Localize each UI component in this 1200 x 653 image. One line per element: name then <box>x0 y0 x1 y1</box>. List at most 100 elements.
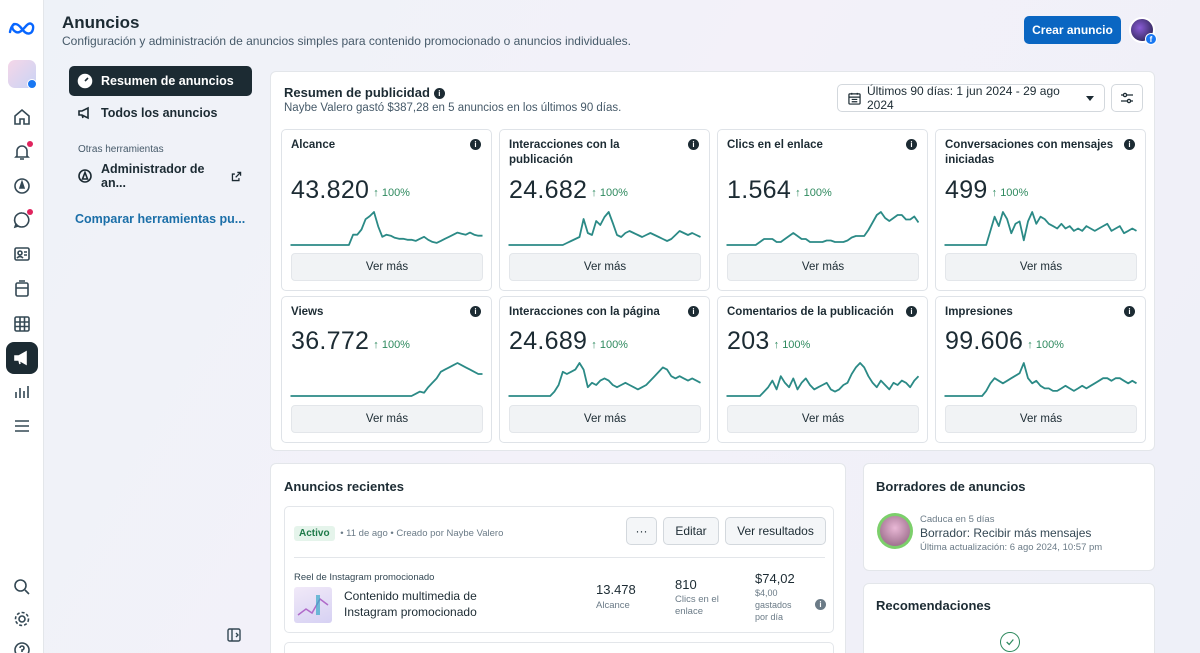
profile-avatar[interactable]: f <box>1129 17 1157 45</box>
metric-change-pct: 100% <box>599 339 628 351</box>
metric-change-pct: 100% <box>782 339 811 351</box>
metric-value: 43.820 <box>291 176 370 204</box>
megaphone-icon <box>77 105 93 121</box>
see-more-button[interactable]: Ver más <box>945 405 1137 433</box>
nav-item-ads-manager[interactable]: Administrador de an... <box>69 161 249 191</box>
sparkline-line <box>726 362 919 397</box>
info-icon[interactable]: i <box>1124 306 1135 317</box>
sparkline-line <box>290 362 483 397</box>
metric-title: Alcance <box>291 139 336 151</box>
see-more-button[interactable]: Ver más <box>945 253 1137 281</box>
dashboard-icon <box>77 73 93 89</box>
info-icon[interactable]: i <box>688 139 699 150</box>
metric-change-pct: 100% <box>381 187 410 199</box>
info-icon[interactable]: i <box>470 306 481 317</box>
metric-change: ↑ 100% <box>1027 339 1064 351</box>
ad-status-row: Activo • 11 de ago • Creado por Naybe Va… <box>294 526 503 541</box>
view-results-button[interactable]: Ver resultados <box>725 517 826 545</box>
chat-icon[interactable] <box>10 208 34 232</box>
metric-change: ↑ 100% <box>373 187 410 199</box>
info-icon[interactable]: i <box>433 88 445 99</box>
metric-change: ↑ 100% <box>373 339 410 351</box>
ad-meta: • 11 de ago • Creado por Naybe Valero <box>340 528 504 539</box>
contacts-icon[interactable] <box>10 242 34 266</box>
ad-name[interactable]: Contenido multimedia de Instagram promoc… <box>344 589 477 619</box>
see-more-button[interactable]: Ver más <box>509 405 701 433</box>
info-icon[interactable]: i <box>906 139 917 150</box>
sparkline-line <box>290 211 483 246</box>
see-more-button[interactable]: Ver más <box>291 253 483 281</box>
insights-icon[interactable] <box>10 380 34 404</box>
ads-megaphone-icon[interactable] <box>6 342 38 374</box>
compass-icon[interactable] <box>10 174 34 198</box>
sparkline-chart <box>290 211 483 246</box>
sparkline-line <box>726 211 919 246</box>
info-icon[interactable]: i <box>815 599 826 610</box>
table-icon[interactable] <box>10 312 34 336</box>
notifications-icon[interactable] <box>10 140 34 164</box>
see-more-button[interactable]: Ver más <box>727 405 919 433</box>
nav-item-label: Resumen de anuncios <box>101 74 234 88</box>
ad-drafts-card: Borradores de anuncios Caduca en 5 días … <box>863 463 1155 571</box>
metric-value: 1.564 <box>727 176 792 204</box>
date-range-picker[interactable]: Últimos 90 días: 1 jun 2024 - 29 ago 202… <box>837 84 1105 112</box>
draft-expires: Caduca en 5 días <box>920 514 995 525</box>
calendar-icon <box>848 92 861 105</box>
arrow-up-icon: ↑ <box>373 339 382 351</box>
see-more-button[interactable]: Ver más <box>727 253 919 281</box>
date-range-label: Últimos 90 días: 1 jun 2024 - 29 ago 202… <box>867 84 1060 112</box>
metric-value: 24.689 <box>509 327 588 355</box>
draft-name[interactable]: Borrador: Recibir más mensajes <box>920 526 1092 540</box>
help-icon[interactable] <box>10 638 34 653</box>
collapse-sidebar-icon[interactable] <box>226 627 242 643</box>
ad-thumbnail[interactable] <box>294 587 332 623</box>
draft-avatar <box>877 513 913 549</box>
create-ad-button[interactable]: Crear anuncio <box>1024 16 1121 44</box>
see-more-button[interactable]: Ver más <box>291 405 483 433</box>
page-title: Anuncios <box>62 13 140 32</box>
page-subtitle: Configuración y administración de anunci… <box>62 34 632 48</box>
info-icon[interactable]: i <box>906 306 917 317</box>
home-icon[interactable] <box>10 105 34 129</box>
menu-icon[interactable] <box>10 414 34 438</box>
draft-updated: Última actualización: 6 ago 2024, 10:57 … <box>920 542 1103 553</box>
metric-card: Alcance i 43.820 ↑ 100% Ver más <box>281 129 492 291</box>
account-avatar[interactable] <box>8 60 37 89</box>
caret-down-icon <box>1086 95 1094 101</box>
filter-settings-button[interactable] <box>1111 84 1143 112</box>
compare-tools-link[interactable]: Comparar herramientas pu... <box>75 212 246 226</box>
nav-item-ads-summary[interactable]: Resumen de anuncios <box>69 66 252 96</box>
metric-title: Impresiones <box>945 306 1013 318</box>
clicks-label: Clics en el enlace <box>675 594 719 617</box>
sparkline-chart <box>726 362 919 397</box>
section-label: Otras herramientas <box>78 144 164 155</box>
nav-item-all-ads[interactable]: Todos los anuncios <box>69 98 252 128</box>
pages-icon[interactable] <box>10 277 34 301</box>
metric-title: Interacciones con la página <box>509 306 660 318</box>
info-icon[interactable]: i <box>688 306 699 317</box>
more-options-button[interactable]: ··· <box>626 517 657 545</box>
metric-change-pct: 100% <box>1000 187 1029 199</box>
external-link-icon <box>230 170 243 183</box>
metric-value: 99.606 <box>945 327 1024 355</box>
search-icon[interactable] <box>10 575 34 599</box>
recent-ads-title: Anuncios recientes <box>284 479 404 494</box>
settings-gear-icon[interactable] <box>10 607 34 631</box>
summary-title: Resumen de publicidad <box>284 85 430 100</box>
spent-value: $74,02 <box>755 571 795 586</box>
recent-ads-card: Anuncios recientes Activo • 11 de ago • … <box>270 463 846 653</box>
info-icon[interactable]: i <box>1124 139 1135 150</box>
clicks-value: 810 <box>675 577 697 592</box>
sparkline-chart <box>508 211 701 246</box>
see-more-button[interactable]: Ver más <box>509 253 701 281</box>
sparkline-chart <box>944 211 1137 246</box>
meta-logo-icon[interactable] <box>8 16 36 40</box>
info-icon[interactable]: i <box>470 139 481 150</box>
recent-ad-row <box>284 642 834 653</box>
metric-change: ↑ 100% <box>591 339 628 351</box>
facebook-badge-icon: f <box>1145 33 1157 45</box>
metric-change-pct: 100% <box>381 339 410 351</box>
edit-button[interactable]: Editar <box>663 517 719 545</box>
metric-card: Comentarios de la publicación i 203 ↑ 100% V… <box>717 296 928 443</box>
metric-value: 24.682 <box>509 176 588 204</box>
